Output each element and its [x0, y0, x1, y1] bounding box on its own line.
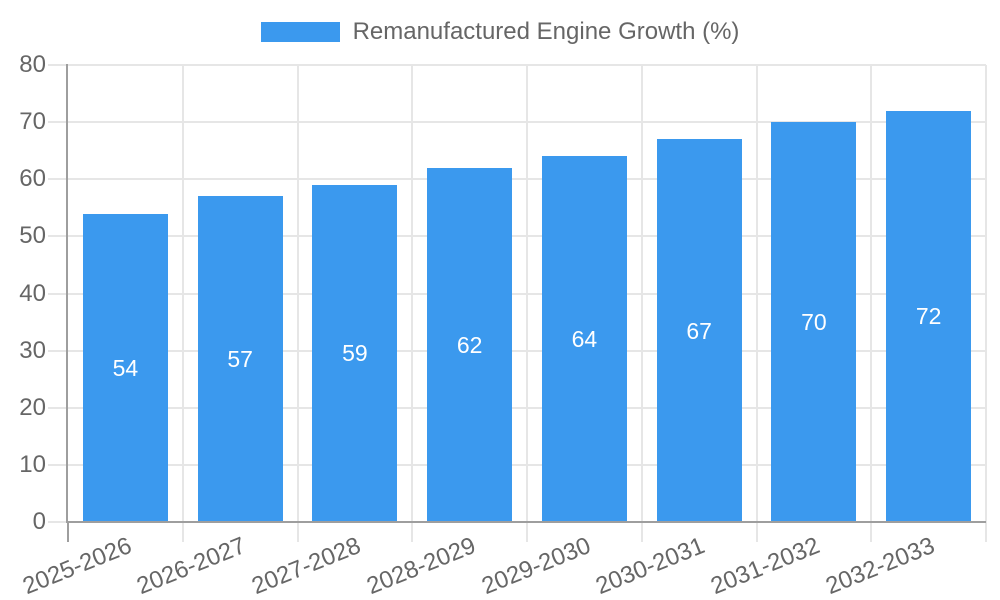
- y-axis-tick-label: 30: [19, 336, 46, 364]
- bar[interactable]: [197, 196, 283, 522]
- bar[interactable]: [771, 122, 857, 522]
- y-axis-tick: [48, 521, 68, 523]
- bar-value-label: 57: [227, 346, 253, 373]
- bar[interactable]: [656, 139, 742, 522]
- y-axis-tick-label: 10: [19, 450, 46, 478]
- x-axis-tick: [640, 522, 643, 542]
- bar-value-label: 54: [112, 354, 139, 381]
- x-axis-tick: [296, 522, 299, 542]
- bar[interactable]: [82, 213, 168, 522]
- y-axis-tick: [48, 178, 68, 181]
- gridline-vertical: [411, 65, 414, 522]
- bar[interactable]: [427, 167, 513, 522]
- x-axis-tick-label: 2025-2026: [18, 532, 136, 600]
- bar-value-label: 62: [456, 331, 483, 358]
- bar-value-label: 67: [686, 317, 712, 344]
- y-axis-tick-label: 0: [32, 508, 46, 535]
- gridline-vertical: [985, 65, 987, 522]
- y-axis-tick-label: 20: [19, 393, 46, 421]
- y-axis-tick-label: 40: [19, 279, 46, 307]
- bar[interactable]: [886, 110, 972, 522]
- gridline-vertical: [755, 65, 758, 522]
- y-axis-tick: [48, 463, 68, 466]
- y-axis-tick: [48, 121, 68, 124]
- x-axis-tick-label: 2030-2031: [592, 532, 709, 600]
- y-axis-line: [66, 64, 68, 523]
- bar-value-label: 70: [801, 309, 827, 336]
- y-axis-tick: [48, 349, 68, 352]
- bar[interactable]: [541, 156, 627, 522]
- x-axis-tick: [526, 522, 528, 542]
- legend-swatch: [260, 22, 340, 42]
- x-axis-tick-label: 2029-2030: [477, 532, 595, 600]
- x-axis-tick: [755, 522, 758, 542]
- gridline-vertical: [526, 65, 528, 522]
- bar-value-label: 64: [571, 326, 598, 353]
- x-axis-tick-label: 2032-2033: [821, 532, 939, 600]
- x-axis-tick: [411, 522, 414, 542]
- bar-value-label: 72: [915, 303, 942, 330]
- legend-label: Remanufactured Engine Growth (%): [352, 18, 740, 45]
- bar-value-label: 59: [342, 340, 368, 367]
- gridline-vertical: [640, 65, 643, 522]
- legend[interactable]: Remanufactured Engine Growth (%): [0, 19, 1000, 45]
- y-axis-tick-label: 60: [19, 165, 46, 193]
- gridline-vertical: [181, 65, 184, 522]
- x-axis-tick: [181, 522, 184, 542]
- y-axis-tick: [48, 406, 68, 409]
- y-axis-tick: [48, 64, 68, 66]
- x-axis-tick: [870, 522, 873, 542]
- y-axis-tick-label: 50: [19, 222, 46, 250]
- x-axis-tick: [67, 522, 69, 542]
- y-axis-tick: [48, 235, 68, 238]
- x-axis-tick-label: 2031-2032: [707, 532, 824, 600]
- x-axis-tick-label: 2028-2029: [362, 532, 480, 600]
- gridline-vertical: [296, 65, 299, 522]
- y-axis-tick: [48, 292, 68, 295]
- bar[interactable]: [312, 184, 398, 522]
- gridline-vertical: [870, 65, 873, 522]
- x-axis-tick-label: 2026-2027: [133, 532, 250, 600]
- y-axis-tick-label: 70: [19, 108, 46, 136]
- x-axis-tick-label: 2027-2028: [248, 532, 365, 600]
- x-axis-line: [66, 521, 986, 523]
- y-axis-tick-label: 80: [19, 51, 46, 78]
- x-axis-tick: [985, 522, 987, 542]
